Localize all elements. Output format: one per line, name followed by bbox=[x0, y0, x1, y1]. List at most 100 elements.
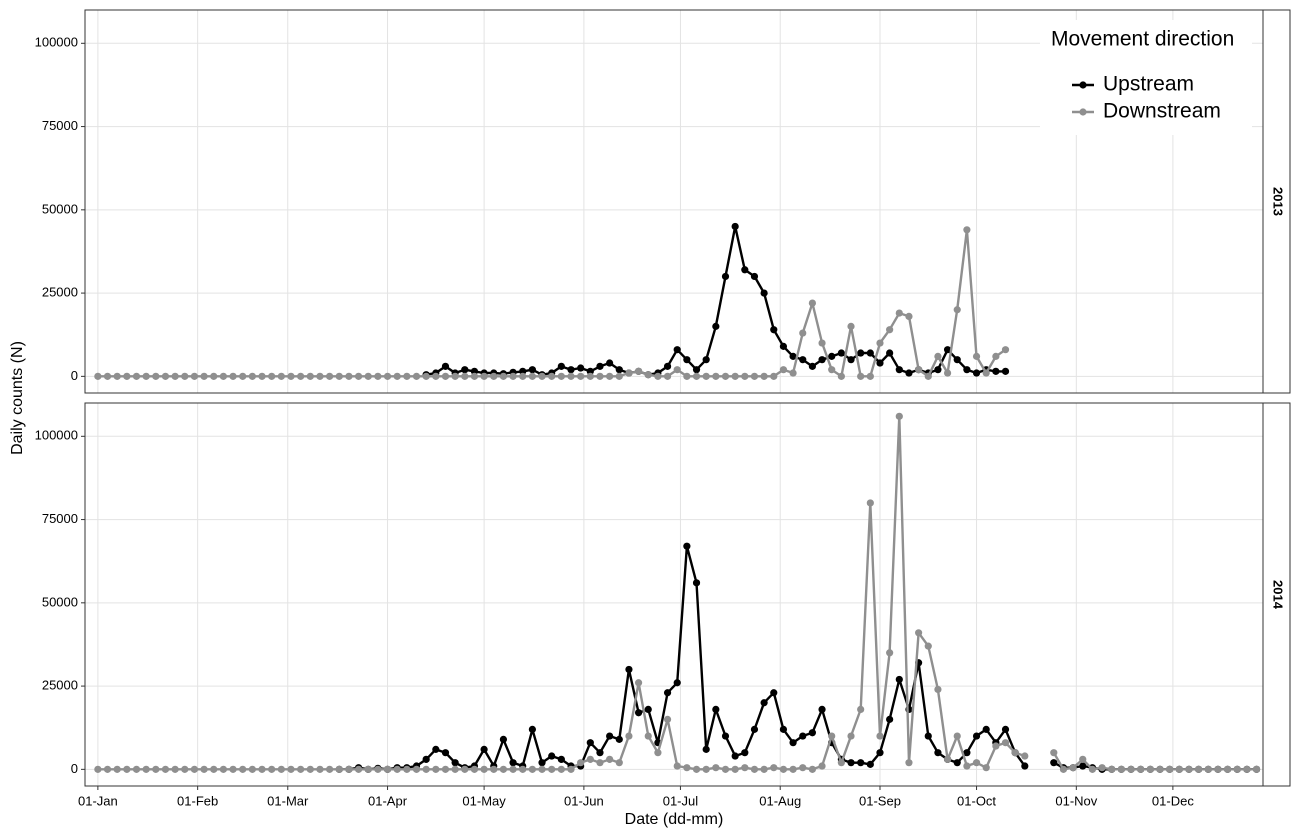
data-point bbox=[702, 745, 710, 753]
data-point bbox=[277, 372, 285, 380]
data-point bbox=[654, 372, 662, 380]
data-point bbox=[905, 759, 913, 767]
data-point bbox=[470, 367, 479, 375]
data-point bbox=[644, 732, 652, 740]
data-point bbox=[1021, 752, 1029, 760]
data-point bbox=[760, 765, 768, 773]
data-point bbox=[316, 372, 324, 380]
data-point bbox=[857, 372, 865, 380]
data-point bbox=[509, 765, 517, 773]
data-point bbox=[190, 372, 199, 380]
data-point bbox=[857, 705, 865, 714]
data-point bbox=[190, 765, 199, 773]
data-point bbox=[789, 765, 797, 773]
data-point bbox=[596, 372, 604, 380]
data-point bbox=[857, 349, 865, 357]
data-point bbox=[895, 366, 903, 374]
data-point bbox=[219, 765, 227, 773]
data-point bbox=[741, 266, 749, 274]
data-point bbox=[528, 366, 536, 374]
data-point bbox=[248, 372, 256, 380]
data-point bbox=[876, 732, 884, 740]
data-point bbox=[625, 665, 633, 674]
data-point bbox=[982, 369, 990, 377]
data-point bbox=[828, 366, 836, 374]
data-point bbox=[1050, 759, 1058, 767]
data-point bbox=[615, 372, 623, 380]
data-point bbox=[606, 755, 614, 763]
data-point bbox=[152, 765, 160, 773]
data-point bbox=[422, 372, 430, 380]
x-tick-label: 01-Dec bbox=[1152, 793, 1194, 808]
data-point bbox=[1079, 755, 1087, 763]
data-point bbox=[577, 372, 585, 380]
data-point bbox=[326, 372, 334, 380]
data-point bbox=[335, 765, 343, 773]
data-point bbox=[1214, 765, 1222, 773]
data-point bbox=[644, 705, 652, 714]
legend-label: Downstream bbox=[1103, 100, 1221, 123]
data-point bbox=[663, 689, 672, 697]
data-point bbox=[412, 765, 421, 773]
data-point bbox=[596, 362, 604, 370]
data-point bbox=[152, 372, 160, 380]
data-point bbox=[770, 326, 778, 334]
data-point bbox=[548, 765, 556, 773]
data-point bbox=[963, 366, 971, 374]
data-point bbox=[943, 755, 952, 763]
data-point bbox=[683, 764, 691, 772]
data-point bbox=[712, 322, 720, 330]
data-point bbox=[847, 732, 855, 740]
data-point bbox=[461, 366, 469, 374]
data-point bbox=[297, 372, 305, 380]
data-point bbox=[171, 765, 179, 773]
data-point bbox=[895, 675, 903, 684]
data-point bbox=[229, 765, 237, 773]
data-point bbox=[567, 372, 575, 380]
data-point bbox=[712, 705, 720, 714]
data-point bbox=[692, 366, 701, 374]
data-point bbox=[924, 732, 932, 740]
data-point bbox=[229, 372, 237, 380]
data-point bbox=[905, 312, 913, 320]
data-point bbox=[142, 765, 150, 773]
data-point bbox=[972, 759, 981, 767]
data-point bbox=[490, 372, 498, 380]
data-point bbox=[383, 765, 392, 773]
data-point bbox=[596, 749, 604, 757]
data-point bbox=[750, 765, 759, 773]
x-tick-label: 01-Nov bbox=[1055, 793, 1097, 808]
data-point bbox=[953, 732, 961, 740]
y-tick-label: 50000 bbox=[42, 201, 78, 216]
data-point bbox=[789, 352, 797, 360]
data-point bbox=[943, 346, 952, 354]
data-point bbox=[470, 765, 479, 773]
data-point bbox=[412, 372, 421, 380]
data-point bbox=[953, 759, 961, 767]
data-point bbox=[712, 764, 720, 772]
data-point bbox=[499, 735, 508, 743]
data-point bbox=[663, 715, 672, 723]
data-point bbox=[132, 765, 141, 773]
data-point bbox=[345, 372, 353, 380]
data-point bbox=[403, 765, 411, 773]
data-point bbox=[857, 759, 865, 767]
data-point bbox=[586, 739, 594, 747]
x-tick-label: 01-Oct bbox=[957, 793, 996, 808]
data-point bbox=[354, 372, 363, 380]
data-point bbox=[586, 372, 594, 380]
data-point bbox=[538, 759, 546, 767]
data-point bbox=[673, 762, 681, 770]
data-point bbox=[326, 765, 334, 773]
facet-label: 2013 bbox=[1271, 187, 1286, 216]
data-point bbox=[441, 749, 450, 757]
data-point bbox=[422, 755, 430, 763]
data-point bbox=[103, 765, 112, 773]
data-point bbox=[239, 372, 247, 380]
data-point bbox=[393, 372, 401, 380]
data-point bbox=[393, 765, 401, 773]
data-point bbox=[702, 765, 710, 773]
data-point bbox=[1001, 725, 1010, 733]
data-point bbox=[113, 765, 121, 773]
